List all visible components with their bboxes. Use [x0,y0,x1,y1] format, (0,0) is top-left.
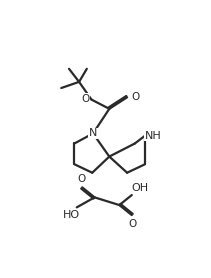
Text: O: O [81,94,89,104]
Text: NH: NH [145,131,162,141]
Text: O: O [77,173,85,183]
Text: OH: OH [131,183,148,193]
Text: O: O [128,219,137,229]
Text: HO: HO [63,210,80,220]
Text: N: N [89,128,97,138]
Text: O: O [131,91,139,101]
